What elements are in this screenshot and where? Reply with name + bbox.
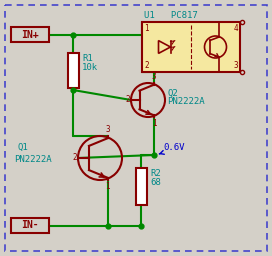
- Text: Q1: Q1: [18, 143, 29, 152]
- Text: Q2: Q2: [167, 89, 178, 98]
- Text: PN2222A: PN2222A: [14, 155, 52, 164]
- Text: 2: 2: [72, 154, 77, 163]
- Text: IN+: IN+: [21, 29, 39, 39]
- Bar: [142, 22, 240, 72]
- Text: U1   PC817: U1 PC817: [144, 11, 198, 20]
- Text: R2: R2: [150, 169, 161, 178]
- Text: 2: 2: [144, 61, 149, 70]
- Bar: [11, 218, 49, 233]
- Text: 3: 3: [152, 72, 156, 81]
- Text: 1: 1: [144, 24, 149, 33]
- Text: 68: 68: [150, 178, 161, 187]
- Bar: [135, 168, 147, 205]
- Text: 3: 3: [105, 125, 110, 134]
- Text: 2: 2: [125, 95, 130, 104]
- Text: 3: 3: [233, 61, 238, 70]
- Text: R1: R1: [82, 54, 93, 63]
- Bar: [11, 27, 49, 42]
- Text: 4: 4: [233, 24, 238, 33]
- Text: PN2222A: PN2222A: [167, 97, 205, 106]
- Text: 10k: 10k: [82, 63, 98, 72]
- Bar: [67, 53, 79, 88]
- Text: 1: 1: [152, 119, 156, 128]
- Text: 0.6V: 0.6V: [163, 143, 184, 152]
- Text: 1: 1: [105, 182, 110, 191]
- Text: IN-: IN-: [21, 220, 39, 230]
